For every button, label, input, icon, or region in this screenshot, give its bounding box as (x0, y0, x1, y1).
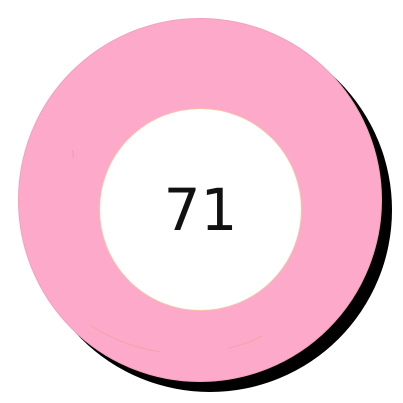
badge-value: 71 (163, 175, 238, 244)
badge-center (99, 108, 302, 311)
